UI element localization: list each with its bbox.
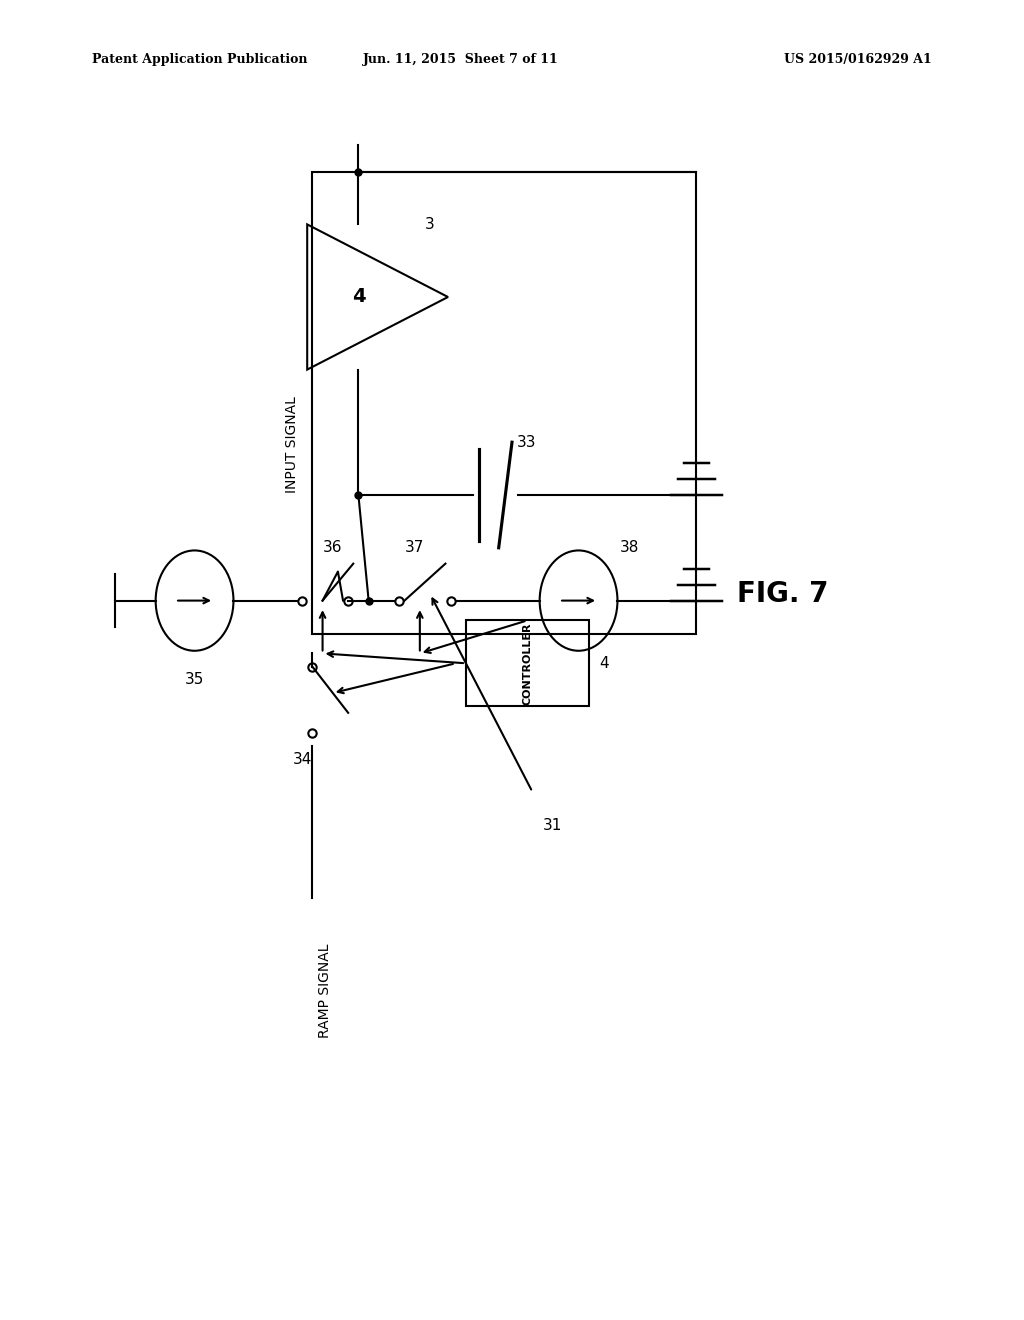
Text: 34: 34 [293, 751, 311, 767]
Text: 36: 36 [323, 540, 343, 556]
Bar [466, 620, 589, 706]
Text: 3: 3 [425, 216, 435, 232]
Bar [312, 172, 696, 634]
Text: 33: 33 [517, 434, 537, 450]
Text: 31: 31 [543, 817, 562, 833]
Text: US 2015/0162929 A1: US 2015/0162929 A1 [784, 53, 932, 66]
Text: INPUT SIGNAL: INPUT SIGNAL [285, 396, 299, 492]
Text: FIG. 7: FIG. 7 [737, 579, 828, 609]
Text: CONTROLLER: CONTROLLER [522, 622, 532, 705]
Text: 37: 37 [406, 540, 424, 556]
Text: 38: 38 [620, 540, 639, 556]
Text: RAMP SIGNAL: RAMP SIGNAL [317, 944, 332, 1039]
Text: Jun. 11, 2015  Sheet 7 of 11: Jun. 11, 2015 Sheet 7 of 11 [362, 53, 559, 66]
Text: Patent Application Publication: Patent Application Publication [92, 53, 307, 66]
Text: 4: 4 [351, 288, 366, 306]
Text: 35: 35 [185, 672, 204, 688]
Text: 4: 4 [599, 656, 608, 671]
